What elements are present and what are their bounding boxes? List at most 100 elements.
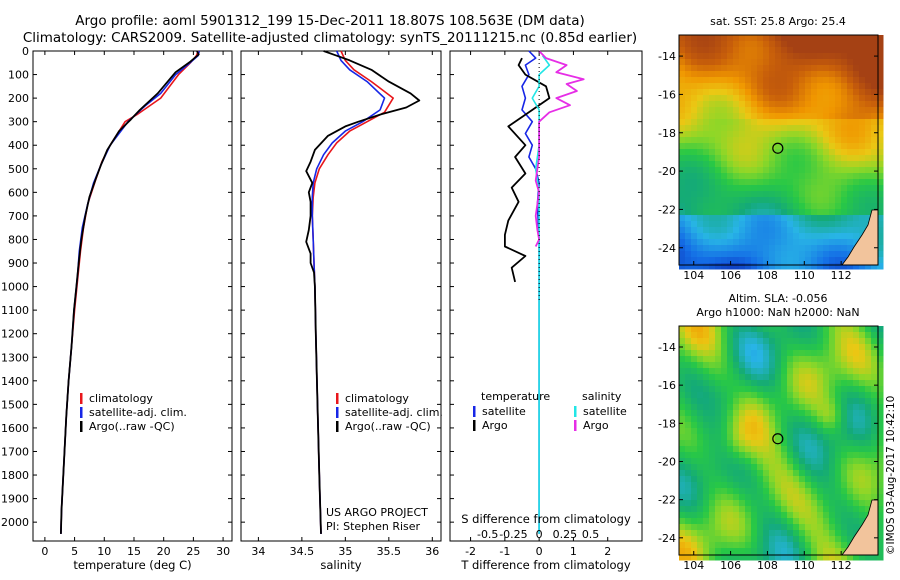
sst_map-cell: [781, 155, 788, 162]
sla_map-cell: [811, 482, 818, 489]
sla_map-cell: [763, 398, 770, 405]
sla_map-cell: [709, 500, 716, 507]
sst_map-cell: [775, 257, 782, 264]
sla_map-cell: [679, 362, 686, 369]
salinity-legend-swatch: [336, 407, 339, 418]
sla_map-cell: [835, 392, 842, 399]
sst_map-cell: [871, 47, 878, 54]
sst_map-cell: [709, 95, 716, 102]
sst_map-cell: [769, 245, 776, 252]
sst_map-cell: [745, 83, 752, 90]
sla_map-cell: [793, 524, 800, 531]
sst_map-cell: [805, 35, 812, 42]
sst_map-cell: [703, 251, 710, 258]
sst_map-cell: [877, 215, 884, 222]
sst_map-cell: [823, 107, 830, 114]
sst_map-cell: [823, 47, 830, 54]
sla_map-cell: [691, 524, 698, 531]
sst_map-cell: [841, 65, 848, 72]
sst_map-cell: [757, 263, 764, 270]
temperature-legend-swatch: [80, 407, 83, 418]
sla_map-cell: [721, 416, 728, 423]
sst_map-cell: [685, 77, 692, 84]
sla_map-cell: [865, 506, 872, 513]
sst_map-cell: [697, 149, 704, 156]
sst_map-cell: [793, 191, 800, 198]
sst_map-cell: [793, 245, 800, 252]
sla_map-cell: [721, 530, 728, 537]
sst_map-cell: [733, 161, 740, 168]
sla_map-cell: [853, 362, 860, 369]
sst_map-cell: [775, 143, 782, 150]
sla_map-cell: [853, 518, 860, 525]
sla_map-cell: [739, 464, 746, 471]
sst_map-cell: [781, 239, 788, 246]
sst_map-cell: [811, 113, 818, 120]
sla_map-cell: [709, 548, 716, 555]
sla_map-cell: [841, 380, 848, 387]
sst_map-cell: [769, 263, 776, 270]
sla_map-cell: [877, 518, 884, 525]
sla_map-cell: [763, 332, 770, 339]
sla_map-cell: [775, 512, 782, 519]
sst_map-cell: [745, 107, 752, 114]
sst_map-cell: [685, 95, 692, 102]
sst_map-cell: [715, 59, 722, 66]
sla_map-cell: [877, 506, 884, 513]
sst_map-cell: [703, 47, 710, 54]
sla_map-cell: [853, 470, 860, 477]
sst_map-cell: [739, 41, 746, 48]
sla_map-cell: [799, 464, 806, 471]
sla_map-cell: [691, 536, 698, 543]
sla_map-cell: [793, 446, 800, 453]
sla_map-cell: [775, 380, 782, 387]
sla_map-cell: [745, 398, 752, 405]
sst_map-cell: [799, 167, 806, 174]
salinity-xtick-label: 34: [251, 545, 265, 558]
sla_map-cell: [763, 446, 770, 453]
sla_map-cell: [745, 416, 752, 423]
sst_map-cell: [799, 89, 806, 96]
sst_map-cell: [877, 245, 884, 252]
sst_map-xtick-label: 104: [683, 269, 704, 282]
sst_map-cell: [841, 119, 848, 126]
sst_map-cell: [685, 59, 692, 66]
sla_map-cell: [751, 536, 758, 543]
sst_map-cell: [715, 215, 722, 222]
sst_map-cell: [847, 131, 854, 138]
sla_map-cell: [829, 392, 836, 399]
sla_map-cell: [817, 422, 824, 429]
sst_map-cell: [811, 53, 818, 60]
sla_map-cell: [859, 368, 866, 375]
sst_map-cell: [703, 203, 710, 210]
sst_map-cell: [829, 107, 836, 114]
sst_map-cell: [679, 173, 686, 180]
sst_map-cell: [703, 53, 710, 60]
sst_map-cell: [757, 155, 764, 162]
sst_map-cell: [847, 71, 854, 78]
sst_map-cell: [745, 59, 752, 66]
sst_map-cell: [733, 263, 740, 270]
sla_map-cell: [727, 494, 734, 501]
sla_map-cell: [847, 452, 854, 459]
sla_map-cell: [691, 416, 698, 423]
sla_map-cell: [793, 332, 800, 339]
sla_map-cell: [739, 338, 746, 345]
sla_map-cell: [865, 440, 872, 447]
sst_map-cell: [745, 173, 752, 180]
sla_map-cell: [757, 530, 764, 537]
sst_map-cell: [757, 47, 764, 54]
sst_map-cell: [823, 221, 830, 228]
sla_map-cell: [787, 356, 794, 363]
sst_map-cell: [769, 53, 776, 60]
sla_map-cell: [793, 404, 800, 411]
sla_map-cell: [847, 380, 854, 387]
sla_map-cell: [847, 524, 854, 531]
sla_map-cell: [811, 488, 818, 495]
sst_map-cell: [811, 47, 818, 54]
sla_map-cell: [751, 464, 758, 471]
sla_map-cell: [835, 536, 842, 543]
sla_map-cell: [823, 458, 830, 465]
sst_map-cell: [679, 191, 686, 198]
sla_map-cell: [763, 392, 770, 399]
